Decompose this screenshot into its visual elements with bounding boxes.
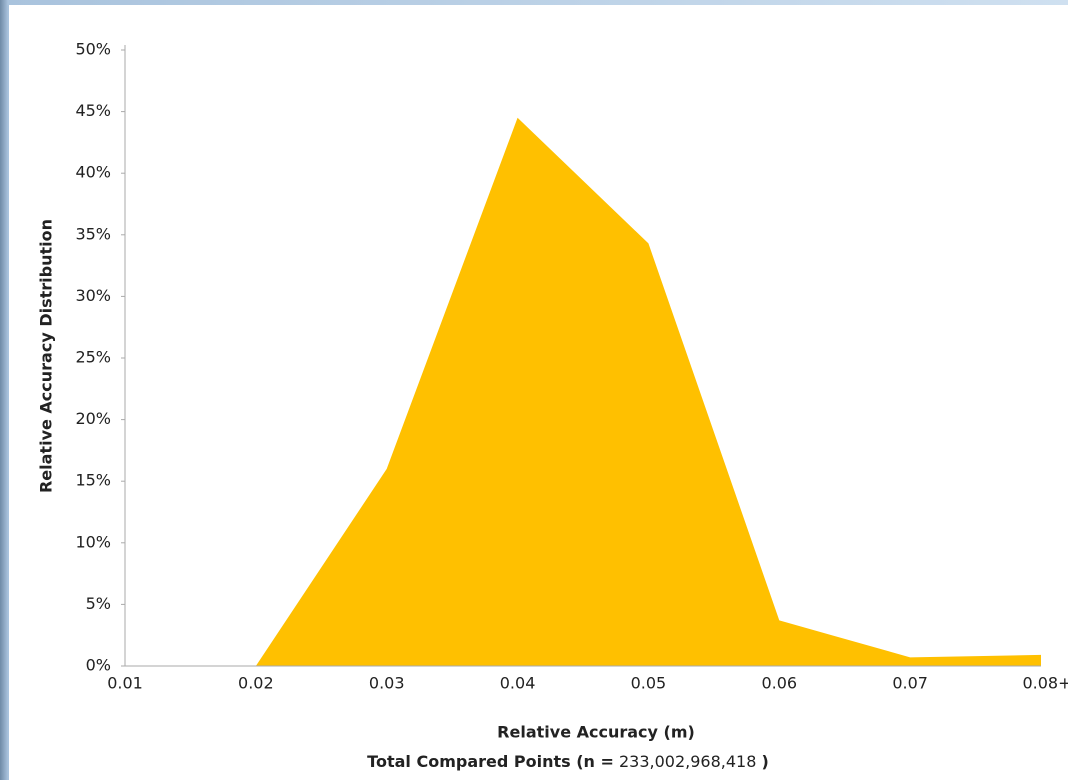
y-tick-label: 30% [75,286,111,305]
y-tick-label: 10% [75,532,111,551]
note-prefix: Total Compared Points (n = [367,752,614,771]
y-tick-label: 45% [75,101,111,120]
chart: Relative Accuracy Distribution Relative … [0,0,1068,780]
y-tick-label: 40% [75,163,111,182]
page: Relative Accuracy Distribution Relative … [0,0,1068,780]
note-count: 233,002,968,418 [619,752,756,771]
y-tick-label: 50% [75,40,111,59]
x-tick-label: 0.08+ [1022,674,1068,693]
x-tick-label: 0.03 [369,674,405,693]
y-tick-label: 5% [86,594,111,613]
x-tick-label: 0.01 [107,674,143,693]
x-tick-label: 0.02 [238,674,274,693]
y-tick-label: 20% [75,409,111,428]
note-suffix: ) [762,752,769,771]
x-tick-label: 0.05 [631,674,667,693]
x-axis-note: Total Compared Points (n = 233,002,968,4… [367,752,769,771]
x-tick-label: 0.04 [500,674,536,693]
x-axis-title: Relative Accuracy (m) [497,723,695,742]
y-tick-label: 15% [75,471,111,490]
x-tick-label: 0.06 [761,674,797,693]
y-tick-label: 25% [75,348,111,367]
x-tick-label: 0.07 [892,674,928,693]
y-tick-label: 35% [75,224,111,243]
y-tick-label: 0% [86,656,111,675]
y-axis-title: Relative Accuracy Distribution [37,219,56,493]
